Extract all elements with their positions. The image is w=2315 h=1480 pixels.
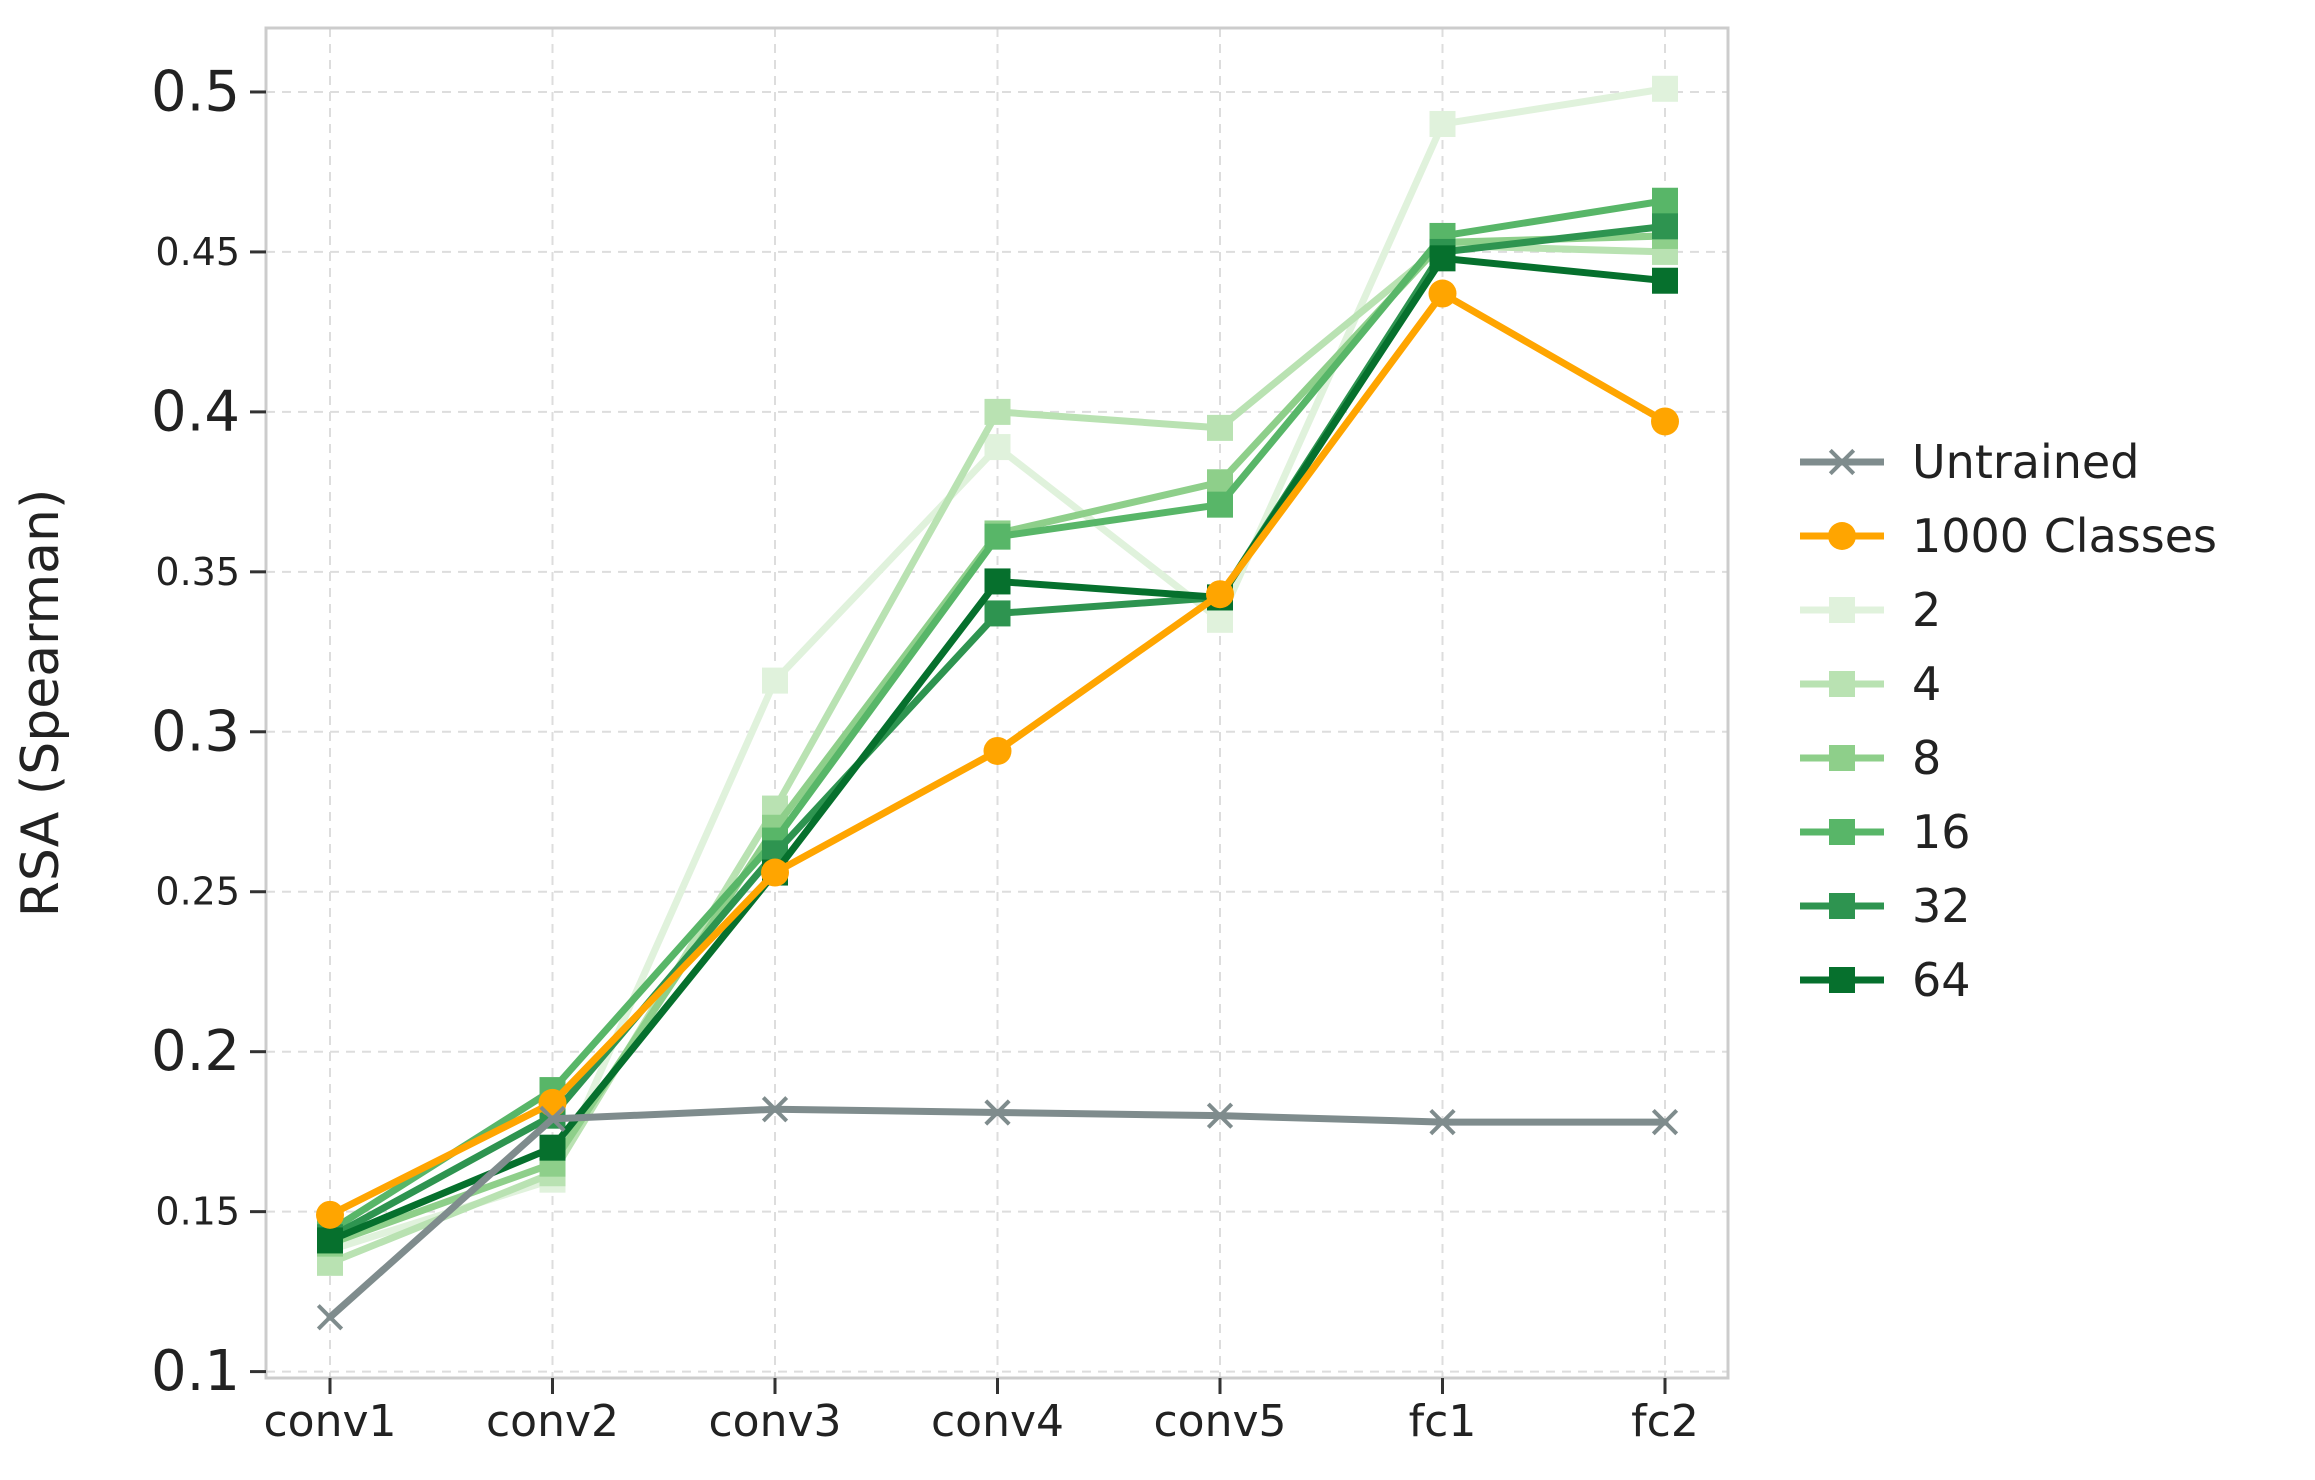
x-marker-stroke	[1206, 1102, 1234, 1129]
square-marker	[1829, 819, 1855, 845]
legend-label: 1000 Classes	[1912, 509, 2217, 563]
square-marker	[1429, 110, 1456, 137]
circle-marker	[1428, 279, 1457, 308]
square-marker	[1207, 414, 1233, 441]
circle-marker	[1206, 580, 1234, 609]
series-lines	[316, 75, 1679, 1331]
square-marker	[984, 434, 1011, 461]
y-axis: 0.1 0.15 0.2 0.25 0.3 0.35 0.4 0.45 0.5	[151, 59, 266, 1404]
square-marker	[317, 1227, 343, 1254]
circle-marker	[983, 736, 1012, 765]
legend-entry: 64	[1800, 953, 1971, 1007]
x-marker-stroke	[1429, 1108, 1456, 1136]
square-marker	[1652, 187, 1678, 214]
y-axis-title: RSA (Spearman)	[11, 489, 71, 918]
grid	[266, 28, 1728, 1378]
square-marker	[1429, 245, 1456, 272]
legend: Untrained 1000 Classes 2 4 8 16 32 64	[1800, 435, 2217, 1007]
circle-marker	[316, 1200, 344, 1229]
legend-entry: 16	[1800, 805, 1971, 859]
x-marker-stroke	[761, 1096, 789, 1123]
x-marker-stroke	[539, 1105, 566, 1132]
legend-label: 8	[1912, 731, 1941, 785]
y-tick-label: 0.1	[151, 1339, 240, 1404]
legend-entry: 1000 Classes	[1800, 509, 2217, 563]
x-tick-label: conv4	[931, 1396, 1064, 1447]
legend-label: 4	[1912, 657, 1941, 711]
y-tick-label: 0.2	[151, 1019, 240, 1084]
x-tick-label: fc1	[1409, 1396, 1477, 1447]
circle-marker	[538, 1088, 567, 1117]
square-marker	[539, 1134, 566, 1161]
legend-label: 64	[1912, 953, 1971, 1007]
y-tick-label: 0.3	[151, 699, 240, 764]
square-marker	[1829, 745, 1855, 771]
x-marker-stroke	[1828, 448, 1856, 476]
legend-entry: 32	[1800, 879, 1971, 933]
square-marker	[1652, 267, 1678, 294]
legend-entry: Untrained	[1800, 435, 2139, 489]
legend-entry: 2	[1800, 583, 1941, 637]
x-tick-label: fc2	[1631, 1396, 1699, 1447]
circle-marker	[1828, 522, 1856, 550]
y-tick-label: 0.35	[155, 550, 240, 594]
square-marker	[1207, 606, 1233, 633]
x-tick-label: conv1	[263, 1396, 396, 1447]
square-marker	[1829, 671, 1855, 697]
x-marker-stroke	[984, 1099, 1011, 1126]
x-marker-stroke	[316, 1304, 344, 1331]
square-marker	[1829, 967, 1855, 993]
square-marker	[1207, 491, 1233, 518]
square-marker	[984, 600, 1011, 627]
square-marker	[1829, 597, 1855, 623]
y-tick-label: 0.25	[155, 870, 240, 914]
y-tick-label: 0.45	[155, 230, 240, 274]
y-tick-label: 0.15	[155, 1190, 240, 1234]
circle-marker	[1651, 407, 1679, 436]
legend-label: 16	[1912, 805, 1971, 859]
series-untrained	[316, 1096, 1679, 1331]
square-marker	[984, 568, 1011, 595]
legend-label: 32	[1912, 879, 1971, 933]
square-marker	[1652, 213, 1678, 240]
x-axis: conv1 conv2 conv3 conv4 conv5 fc1 fc2	[263, 1378, 1699, 1447]
legend-label: Untrained	[1912, 435, 2139, 489]
circle-marker	[761, 858, 789, 887]
square-marker	[984, 398, 1011, 425]
square-marker	[984, 523, 1011, 550]
x-tick-label: conv3	[708, 1396, 841, 1447]
y-tick-label: 0.4	[151, 379, 240, 444]
square-marker	[1829, 893, 1855, 919]
square-marker	[762, 667, 788, 694]
legend-label: 2	[1912, 583, 1941, 637]
series-1000-classes	[316, 279, 1679, 1229]
x-tick-label: conv5	[1153, 1396, 1286, 1447]
square-marker	[1652, 75, 1678, 102]
legend-entry: 8	[1800, 731, 1941, 785]
legend-entry: 4	[1800, 657, 1941, 711]
y-tick-label: 0.5	[151, 59, 240, 124]
x-tick-label: conv2	[486, 1396, 619, 1447]
x-marker-stroke	[1651, 1108, 1679, 1136]
